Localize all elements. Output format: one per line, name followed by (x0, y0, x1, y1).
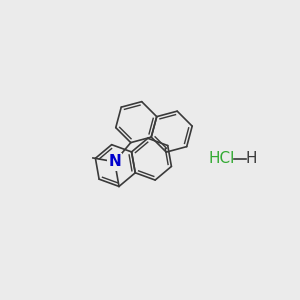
Text: H: H (246, 151, 257, 166)
Text: HCl: HCl (209, 151, 235, 166)
Text: N: N (108, 154, 121, 169)
